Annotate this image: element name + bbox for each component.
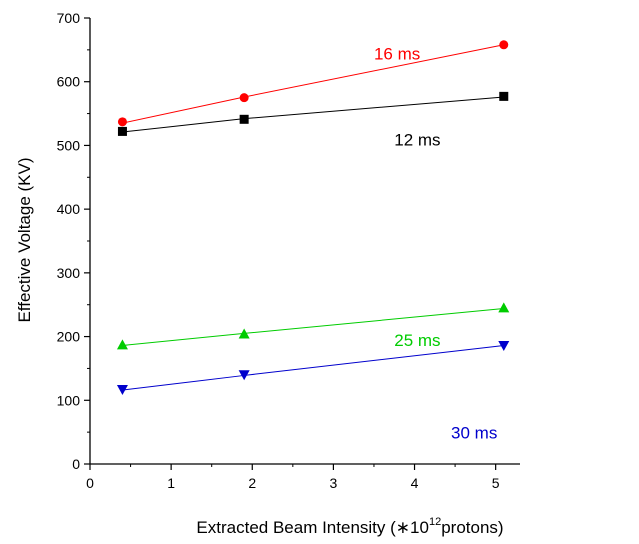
y-tick-label: 500	[57, 137, 81, 153]
data-point	[498, 340, 510, 351]
x-tick-label: 5	[492, 475, 500, 491]
series-label: 16 ms	[374, 44, 420, 63]
data-point	[499, 91, 509, 101]
x-axis-label-tail: protons)	[441, 518, 503, 537]
fit-line-1	[122, 96, 504, 133]
data-point	[116, 339, 128, 350]
x-tick-label: 1	[167, 475, 175, 491]
series-label: 25 ms	[394, 331, 440, 350]
data-point	[238, 328, 250, 339]
fit-line-0	[122, 44, 504, 124]
data-markers	[116, 40, 510, 395]
fit-line-2	[122, 308, 504, 346]
data-point	[239, 93, 249, 103]
x-tick-label: 0	[86, 475, 94, 491]
y-tick-label: 600	[57, 74, 81, 90]
axes: 0 100 200 300 400 500 600 700 0 1 2 3 4 5	[57, 10, 520, 491]
data-point	[499, 40, 509, 50]
data-point	[239, 114, 249, 124]
x-axis-label-star: ∗10	[396, 518, 429, 537]
data-point	[238, 370, 250, 381]
y-tick-label: 0	[72, 456, 80, 472]
data-point	[117, 117, 127, 127]
data-point	[116, 384, 128, 395]
x-tick-label: 4	[411, 475, 419, 491]
y-tick-label: 200	[57, 329, 81, 345]
x-axis-label-sup: 12	[429, 516, 441, 528]
series-labels: 16 ms 12 ms 25 ms 30 ms	[374, 44, 497, 442]
x-tick-label: 3	[329, 475, 337, 491]
series-label: 12 ms	[394, 130, 440, 149]
x-axis-label-main: Extracted Beam Intensity (	[196, 518, 396, 537]
fit-lines	[122, 44, 504, 391]
x-tick-label: 2	[248, 475, 256, 491]
y-tick-label: 300	[57, 265, 81, 281]
series-label: 30 ms	[451, 424, 497, 443]
y-axis-label: Effective Voltage (KV)	[15, 157, 34, 322]
data-point	[498, 302, 510, 313]
y-tick-label: 400	[57, 201, 81, 217]
y-tick-label: 100	[57, 392, 81, 408]
data-point	[117, 126, 127, 136]
fit-line-3	[122, 344, 504, 391]
x-axis-label: Extracted Beam Intensity (∗1012protons)	[196, 516, 503, 537]
y-tick-label: 700	[57, 10, 81, 26]
